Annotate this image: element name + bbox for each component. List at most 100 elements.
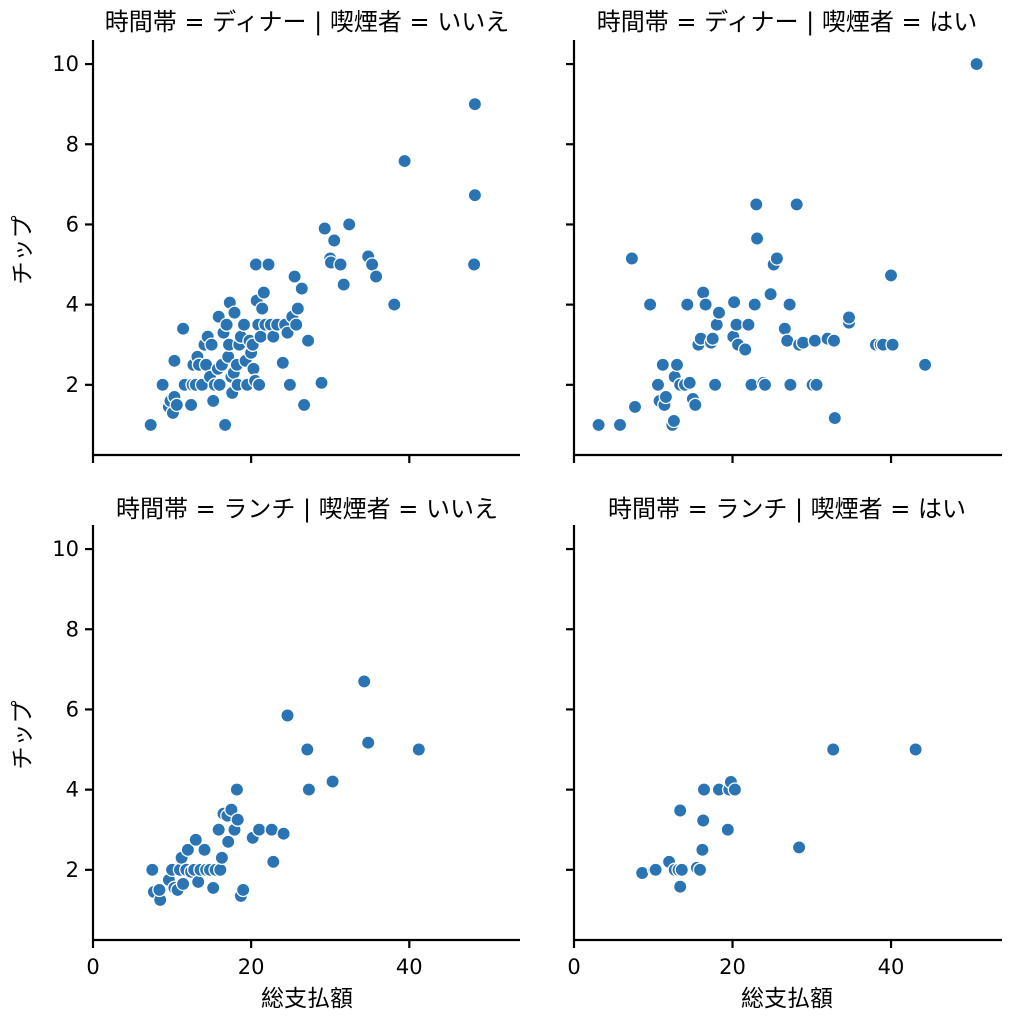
data-point <box>695 813 711 828</box>
data-point <box>672 879 688 894</box>
data-point <box>300 333 316 348</box>
data-point <box>341 217 357 232</box>
y-tick-label: 4 <box>66 293 79 317</box>
data-point <box>253 329 268 344</box>
data-point <box>779 333 795 348</box>
data-point <box>777 321 793 336</box>
data-point <box>282 377 298 393</box>
data-point <box>648 862 663 878</box>
data-point <box>214 850 230 866</box>
data-point <box>655 357 671 373</box>
data-point <box>211 822 226 837</box>
data-point <box>791 840 807 855</box>
data-point <box>650 377 666 393</box>
data-point <box>747 297 762 312</box>
data-point <box>167 353 182 369</box>
data-point <box>236 317 252 332</box>
data-point <box>669 357 685 373</box>
data-point <box>688 397 703 413</box>
data-point <box>726 294 742 310</box>
y-tick-label: 2 <box>66 373 79 397</box>
points <box>634 742 923 894</box>
y-tick-label: 4 <box>66 778 79 802</box>
data-point <box>336 277 351 292</box>
data-point <box>275 355 291 371</box>
y-tick-label: 8 <box>66 132 79 156</box>
data-point <box>763 286 778 302</box>
data-point <box>807 333 823 348</box>
data-point <box>152 882 167 898</box>
data-point <box>143 417 158 433</box>
data-point <box>841 310 857 325</box>
facet-title: 時間帯 = ディナー | 喫煙者 = はい <box>597 8 977 36</box>
data-point <box>908 742 923 757</box>
data-point <box>695 842 710 858</box>
data-point <box>220 834 236 850</box>
data-point <box>624 251 640 266</box>
y-tick-label: 8 <box>66 617 79 641</box>
data-point <box>317 221 332 236</box>
data-point <box>827 410 843 426</box>
data-point <box>666 413 682 429</box>
points <box>591 56 984 433</box>
data-point <box>709 317 724 332</box>
x-tick-label: 20 <box>719 955 746 979</box>
axes: 2 4 6 8 10 0 20 40 <box>52 525 520 979</box>
data-point <box>467 96 483 112</box>
data-point <box>387 297 402 312</box>
data-point <box>695 285 711 300</box>
data-point <box>591 417 606 433</box>
points <box>145 674 427 908</box>
data-point <box>917 357 933 373</box>
data-point <box>757 377 773 393</box>
data-point <box>251 822 267 837</box>
data-point <box>294 281 310 296</box>
data-point <box>190 874 206 890</box>
data-point <box>826 333 842 348</box>
data-point <box>229 782 245 797</box>
y-tick-label: 6 <box>66 697 79 721</box>
y-tick-label: 6 <box>66 212 79 236</box>
data-point <box>205 880 221 896</box>
data-point <box>254 301 270 316</box>
data-point <box>364 257 380 272</box>
data-point <box>885 337 900 352</box>
data-point <box>188 832 204 848</box>
data-point <box>204 337 219 352</box>
x-axis-label: 総支払額 <box>261 986 353 1012</box>
data-point <box>246 361 261 377</box>
data-point <box>266 329 281 344</box>
data-point <box>248 257 264 272</box>
y-axis-label: チップ <box>10 216 36 285</box>
data-point <box>769 251 785 266</box>
facet-panel-dinner-nonsmoker: 時間帯 = ディナー | 喫煙者 = いいえ チップ 2 4 6 8 10 <box>10 8 520 463</box>
y-tick-label: 10 <box>52 537 79 561</box>
data-point <box>825 742 841 757</box>
data-point <box>729 317 744 332</box>
x-tick-label: 20 <box>238 955 265 979</box>
data-point <box>741 317 756 332</box>
data-point <box>634 865 650 881</box>
data-point <box>705 331 720 346</box>
data-point <box>744 377 759 393</box>
data-point <box>356 674 372 689</box>
data-point <box>333 257 348 272</box>
facet-panel-lunch-smoker: 時間帯 = ランチ | 喫煙者 = はい 総支払額 0 20 40 <box>566 495 1002 1012</box>
data-point <box>642 297 658 312</box>
data-point <box>251 377 267 393</box>
facet-panel-lunch-nonsmoker: 時間帯 = ランチ | 喫煙者 = いいえ チップ 総支払額 2 4 6 8 10 0 20… <box>10 495 520 1012</box>
data-point <box>288 317 304 332</box>
data-point <box>368 269 384 284</box>
data-point <box>205 393 221 409</box>
data-point <box>658 389 674 405</box>
data-point <box>809 377 824 393</box>
data-point <box>261 257 276 272</box>
y-tick-label: 2 <box>66 858 79 882</box>
data-point <box>266 854 281 870</box>
data-point <box>672 803 688 818</box>
data-point <box>749 231 765 246</box>
data-point <box>696 782 712 797</box>
data-point <box>300 742 315 757</box>
